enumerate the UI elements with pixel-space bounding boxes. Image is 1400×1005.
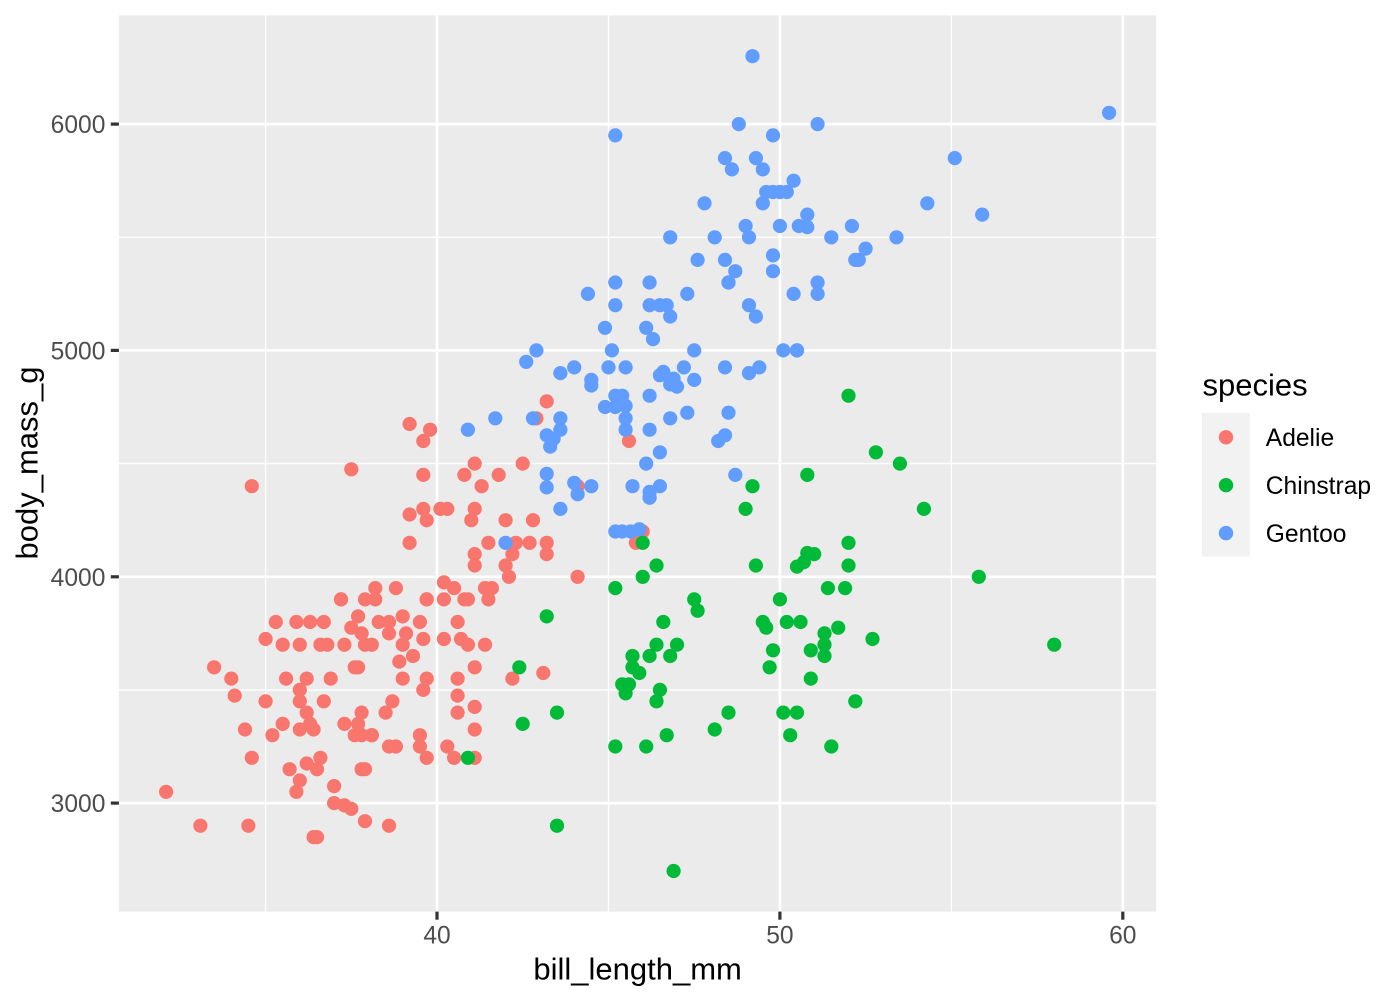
svg-text:Adelie: Adelie: [1266, 425, 1334, 452]
svg-text:4000: 4000: [51, 565, 106, 592]
svg-text:species: species: [1203, 367, 1308, 402]
svg-text:6000: 6000: [51, 112, 106, 139]
svg-text:5000: 5000: [51, 338, 106, 365]
svg-text:50: 50: [766, 923, 793, 950]
svg-text:bill_length_mm: bill_length_mm: [533, 952, 742, 987]
svg-text:3000: 3000: [51, 791, 106, 818]
svg-text:Chinstrap: Chinstrap: [1266, 473, 1371, 500]
svg-text:Gentoo: Gentoo: [1266, 521, 1347, 548]
svg-text:40: 40: [423, 923, 450, 950]
svg-text:body_mass_g: body_mass_g: [10, 366, 45, 559]
svg-text:60: 60: [1109, 923, 1136, 950]
